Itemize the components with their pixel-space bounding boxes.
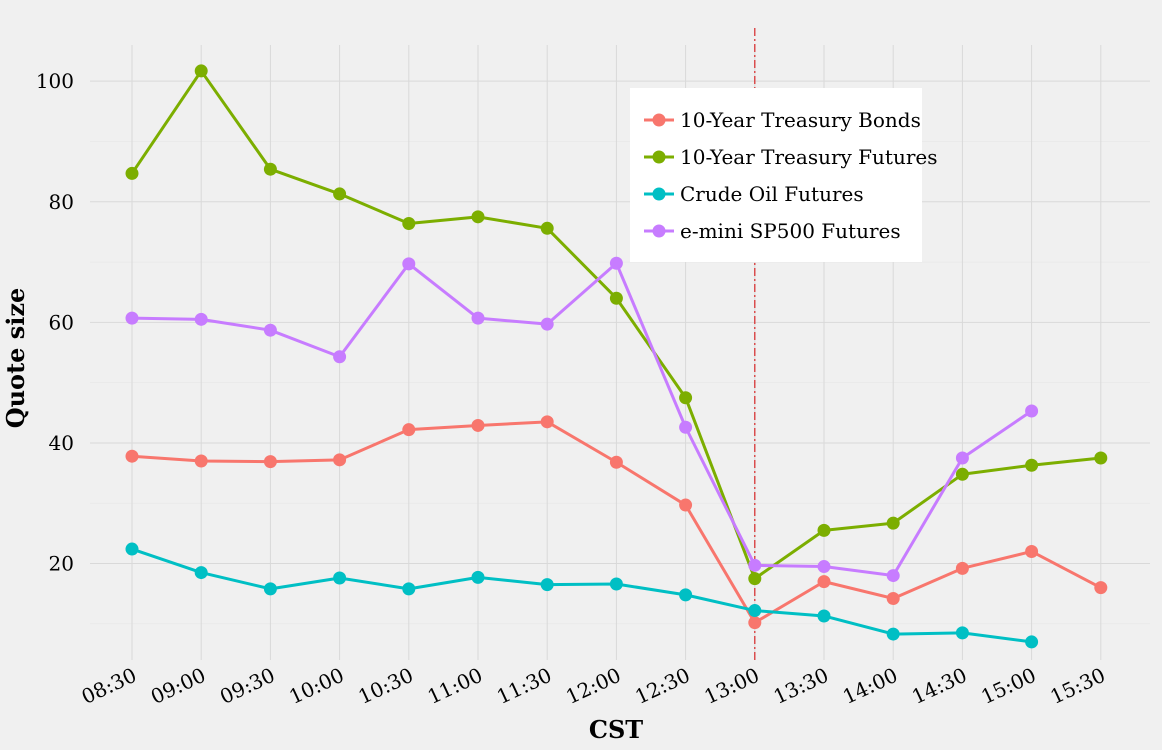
data-point xyxy=(333,453,347,467)
legend-item: Crude Oil Futures xyxy=(644,182,864,206)
data-point xyxy=(679,588,693,602)
series-3 xyxy=(125,542,1039,649)
data-point xyxy=(333,187,347,201)
data-point xyxy=(194,64,208,78)
data-point xyxy=(263,455,277,469)
data-point xyxy=(1025,404,1039,418)
data-point xyxy=(817,560,831,574)
data-point xyxy=(125,449,139,463)
legend-label: Crude Oil Futures xyxy=(680,182,864,206)
data-point xyxy=(817,523,831,537)
y-tick-label: 20 xyxy=(49,552,74,576)
series-group xyxy=(125,64,1108,649)
data-point xyxy=(263,323,277,337)
data-point xyxy=(609,577,623,591)
data-point xyxy=(609,256,623,270)
data-point xyxy=(263,162,277,176)
y-axis-ticks: 20 40 60 80 100 xyxy=(36,69,74,575)
legend-item: 10-Year Treasury Futures xyxy=(644,145,938,169)
series-2 xyxy=(125,64,1108,586)
data-point xyxy=(748,558,762,572)
data-point xyxy=(748,572,762,586)
legend-box xyxy=(630,88,922,262)
data-point xyxy=(1025,635,1039,649)
data-point xyxy=(125,166,139,180)
y-tick-label: 80 xyxy=(49,190,74,214)
data-point xyxy=(471,210,485,224)
data-point xyxy=(333,350,347,364)
series-4 xyxy=(125,256,1039,583)
data-point xyxy=(125,542,139,556)
data-point xyxy=(679,420,693,434)
data-point xyxy=(1094,581,1108,595)
data-point xyxy=(540,415,554,429)
data-point xyxy=(540,221,554,235)
data-point xyxy=(402,216,416,230)
x-axis-title: CST xyxy=(589,715,643,744)
data-point xyxy=(402,257,416,271)
data-point xyxy=(679,391,693,405)
series-1 xyxy=(125,415,1108,630)
data-point xyxy=(609,455,623,469)
data-point xyxy=(471,311,485,325)
data-point xyxy=(194,312,208,326)
data-point xyxy=(402,423,416,437)
data-point xyxy=(471,418,485,432)
data-point xyxy=(402,582,416,596)
data-point xyxy=(1025,544,1039,558)
data-point xyxy=(817,575,831,589)
legend-label: e-mini SP500 Futures xyxy=(680,219,901,243)
legend-key-point xyxy=(652,113,666,127)
data-point xyxy=(886,627,900,641)
data-point xyxy=(194,566,208,580)
legend-item: 10-Year Treasury Bonds xyxy=(644,108,921,132)
data-point xyxy=(886,592,900,605)
legend-key-point xyxy=(652,224,666,238)
data-point xyxy=(609,291,623,305)
legend-label: 10-Year Treasury Futures xyxy=(680,145,938,169)
legend-key-point xyxy=(652,150,666,164)
data-point xyxy=(748,616,762,630)
data-point xyxy=(886,569,900,583)
legend-key-point xyxy=(652,187,666,201)
legend: 10-Year Treasury Bonds 10-Year Treasury F… xyxy=(630,88,938,262)
data-point xyxy=(333,571,347,585)
data-point xyxy=(540,578,554,592)
data-point xyxy=(955,561,969,575)
data-point xyxy=(194,454,208,468)
legend-label: 10-Year Treasury Bonds xyxy=(680,108,921,132)
series-line xyxy=(131,547,1032,644)
data-point xyxy=(955,451,969,465)
data-point xyxy=(955,467,969,481)
data-point xyxy=(1094,451,1108,465)
data-point xyxy=(817,609,831,623)
data-point xyxy=(679,498,693,512)
y-tick-label: 100 xyxy=(36,69,74,93)
data-point xyxy=(1025,458,1039,472)
data-point xyxy=(263,582,277,596)
legend-item: e-mini SP500 Futures xyxy=(644,219,901,243)
y-tick-label: 60 xyxy=(49,310,74,334)
series-line xyxy=(131,261,1033,578)
data-point xyxy=(748,604,762,618)
y-tick-label: 40 xyxy=(49,431,74,455)
data-point xyxy=(471,570,485,584)
data-point xyxy=(540,317,554,331)
y-axis-title: Quote size xyxy=(1,288,30,429)
data-point xyxy=(125,311,139,325)
data-point xyxy=(886,516,900,530)
data-point xyxy=(955,626,969,640)
